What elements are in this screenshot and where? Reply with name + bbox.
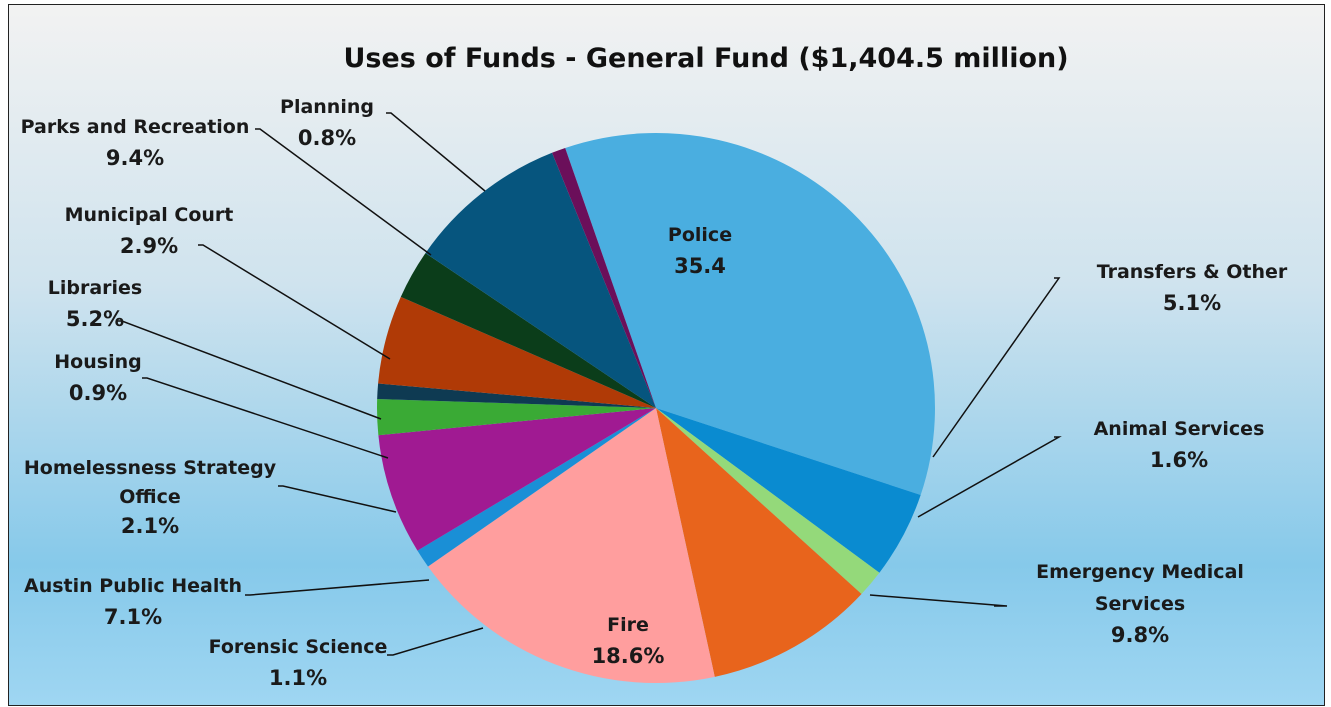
- slice-value-transfers-other: 5.1%: [1163, 291, 1221, 315]
- pie-slices: [376, 132, 935, 683]
- slice-value-animal-services: 1.6%: [1150, 448, 1208, 472]
- chart-title: Uses of Funds - General Fund ($1,404.5 m…: [343, 43, 1068, 74]
- slice-value-libraries: 5.2%: [66, 307, 124, 331]
- leader-lines: [117, 112, 1062, 656]
- leader-line-parks-and-recreation: [255, 128, 432, 256]
- leader-line-housing: [142, 377, 389, 459]
- slice-value-housing: 0.9%: [69, 381, 127, 405]
- leader-line-homelessness-strategy-office: [278, 485, 397, 513]
- slice-label-emergency-medical-services: Emergency Medical: [1036, 561, 1244, 583]
- leader-line-transfers-other: [932, 277, 1061, 458]
- slice-labels: Police 35.4 Transfers & Other 5.1% Animal Se…: [21, 96, 1288, 690]
- chart-frame: Uses of Funds - General Fund ($1,404.5 m…: [8, 4, 1325, 706]
- pie-chart: Uses of Funds - General Fund ($1,404.5 m…: [21, 43, 1288, 690]
- pie-slice-austin-public-health: [378, 408, 656, 551]
- pie-slice-municipal-court: [400, 253, 656, 408]
- pie-slice-police: [565, 132, 935, 495]
- slice-label-transfers-other: Transfers & Other: [1097, 261, 1288, 283]
- pie-slice-parks-and-recreation: [425, 152, 656, 408]
- slice-value-homelessness-strategy-office: 2.1%: [121, 514, 179, 538]
- slice-label-homelessness-strategy-office: Homelessness Strategy: [24, 457, 277, 479]
- slice-label-austin-public-health: Austin Public Health: [24, 575, 242, 597]
- slice-label-police: Police: [668, 224, 732, 246]
- slice-label-cont-emergency-medical-services: Services: [1095, 593, 1185, 615]
- slice-value-emergency-medical-services: 9.8%: [1111, 623, 1169, 647]
- slice-value-forensic-science: 1.1%: [269, 666, 327, 690]
- slice-label-housing: Housing: [54, 351, 141, 373]
- slice-label-fire: Fire: [607, 614, 649, 636]
- slice-label-animal-services: Animal Services: [1094, 418, 1265, 440]
- slice-label-libraries: Libraries: [48, 277, 143, 299]
- leader-line-animal-services: [917, 436, 1062, 518]
- pie-slice-libraries: [378, 296, 656, 408]
- slice-value-parks-and-recreation: 9.4%: [106, 146, 164, 170]
- slice-label-planning: Planning: [280, 96, 374, 118]
- pie-slice-animal-services: [656, 408, 880, 594]
- slice-label-cont-homelessness-strategy-office: Office: [119, 486, 181, 508]
- slice-label-forensic-science: Forensic Science: [209, 636, 388, 658]
- leader-line-libraries: [117, 320, 382, 420]
- leader-line-emergency-medical-services: [869, 594, 1008, 607]
- slice-value-planning: 0.8%: [298, 126, 356, 150]
- pie-slice-emergency-medical-services: [656, 408, 862, 677]
- slice-value-police: 35.4: [674, 254, 726, 278]
- pie-slice-forensic-science: [417, 408, 656, 567]
- slice-value-austin-public-health: 7.1%: [104, 605, 162, 629]
- slice-value-fire: 18.6%: [592, 644, 665, 668]
- pie-slice-housing: [377, 383, 656, 408]
- pie-slice-homelessness-strategy-office: [376, 398, 656, 436]
- pie-slice-fire: [428, 408, 715, 683]
- slice-label-municipal-court: Municipal Court: [65, 204, 234, 226]
- leader-line-municipal-court: [198, 244, 391, 360]
- slice-value-municipal-court: 2.9%: [120, 234, 178, 258]
- leader-line-forensic-science: [387, 627, 484, 656]
- leader-line-austin-public-health: [245, 579, 430, 596]
- slice-label-parks-and-recreation: Parks and Recreation: [21, 116, 250, 138]
- leader-line-planning: [386, 112, 486, 192]
- pie-slice-transfers-other: [656, 408, 921, 573]
- pie-slice-planning: [552, 147, 656, 409]
